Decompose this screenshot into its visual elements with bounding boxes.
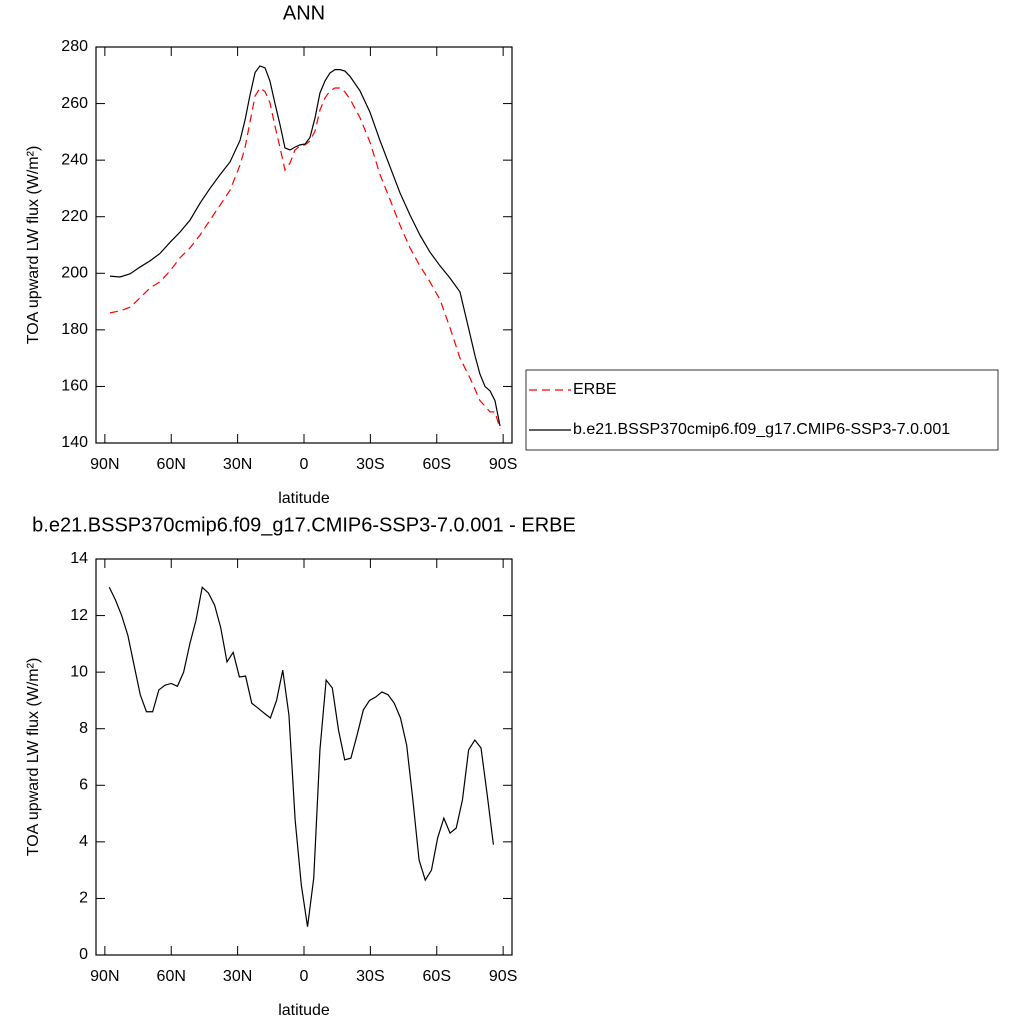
y-tick-label: 260 <box>61 95 88 112</box>
x-tick-label: 60S <box>423 968 451 985</box>
chart-title: b.e21.BSSP370cmip6.f09_g17.CMIP6-SSP3-7.… <box>32 514 576 536</box>
x-tick-label: 30S <box>356 968 384 985</box>
x-tick-label: 90S <box>489 456 517 473</box>
x-tick-label: 30S <box>356 456 384 473</box>
y-tick-label: 160 <box>61 378 88 395</box>
data-line <box>108 586 495 927</box>
x-tick-label: 30N <box>223 968 252 985</box>
y-tick-label: 280 <box>61 38 88 55</box>
x-tick-label: 60N <box>157 456 186 473</box>
y-tick-label: 220 <box>61 208 88 225</box>
y-tick-label: 2 <box>79 890 88 907</box>
y-tick-label: 6 <box>79 777 88 794</box>
plot-frame <box>95 46 513 444</box>
legend-label: b.e21.BSSP370cmip6.f09_g17.CMIP6-SSP3-7.… <box>573 421 950 438</box>
data-line <box>109 87 501 430</box>
x-tick-label: 0 <box>300 456 309 473</box>
y-tick-label: 200 <box>61 265 88 282</box>
legend-label: ERBE <box>573 381 617 398</box>
y-tick-label: 14 <box>70 550 88 567</box>
y-tick-label: 10 <box>70 663 88 680</box>
y-tick-label: 240 <box>61 151 88 168</box>
x-tick-label: 30N <box>223 456 252 473</box>
data-line <box>109 65 501 427</box>
x-axis-label: latitude <box>278 490 330 507</box>
legend-box <box>525 369 999 451</box>
y-tick-label: 12 <box>70 607 88 624</box>
y-tick-label: 140 <box>61 434 88 451</box>
y-tick-label: 180 <box>61 321 88 338</box>
chart-title: ANN <box>283 2 325 24</box>
y-axis-label: TOA upward LW flux (W/m²) <box>25 658 42 857</box>
x-tick-label: 0 <box>300 968 309 985</box>
y-axis-label: TOA upward LW flux (W/m²) <box>25 146 42 345</box>
x-tick-label: 60N <box>157 968 186 985</box>
x-tick-label: 60S <box>423 456 451 473</box>
x-tick-label: 90N <box>90 456 119 473</box>
x-tick-label: 90S <box>489 968 517 985</box>
y-tick-label: 0 <box>79 946 88 963</box>
x-tick-label: 90N <box>90 968 119 985</box>
y-tick-label: 4 <box>79 833 88 850</box>
plot-frame <box>95 558 513 956</box>
x-axis-label: latitude <box>278 1002 330 1019</box>
y-tick-label: 8 <box>79 720 88 737</box>
